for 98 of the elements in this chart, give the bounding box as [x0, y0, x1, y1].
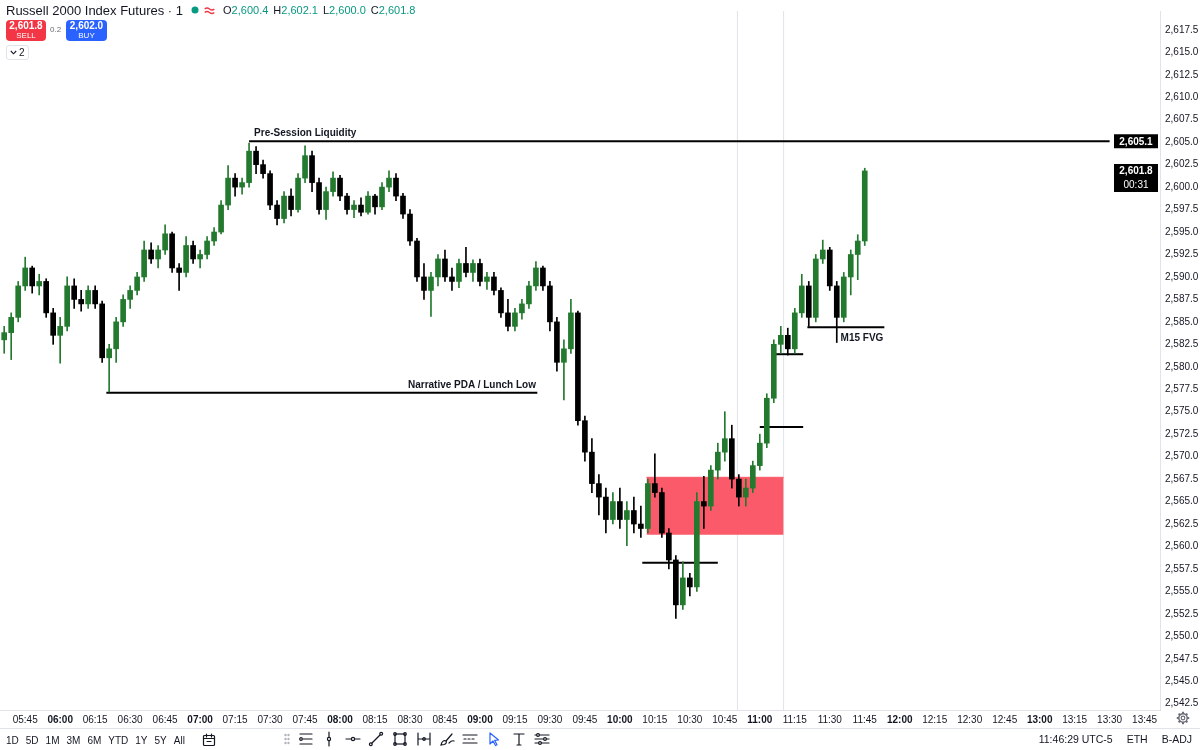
candlestick: [449, 267, 455, 291]
text: B-ADJ: [1161, 733, 1192, 745]
y-tick-label: 2,550.0: [1165, 630, 1199, 642]
x-tick-label: 10:15: [642, 713, 668, 725]
annotation: 00:31: [1123, 179, 1149, 191]
x-tick-label: 07:15: [222, 713, 249, 725]
x-tick-label: 06:15: [82, 713, 109, 725]
x-tick-label: 11:15: [782, 713, 808, 725]
candlestick: [484, 272, 490, 290]
x-tick-label: 09:15: [502, 713, 528, 725]
annotation: 0.2: [50, 25, 62, 34]
y-tick-label: 2,562.5: [1165, 517, 1199, 529]
x-tick-label: 06:30: [117, 713, 144, 725]
x-tick-label: 12:00: [886, 713, 913, 725]
y-tick-label: 2,577.5: [1165, 383, 1199, 394]
text: 1D: [6, 734, 19, 746]
x-tick-label: 06:00: [47, 713, 74, 725]
chart-title: Russell 2000 Index Futures · 1: [6, 2, 184, 18]
text: 11:46:29 UTC-5: [1038, 733, 1113, 745]
y-tick-label: 2,595.0: [1165, 225, 1199, 237]
x-tick-label: 13:45: [1132, 713, 1158, 725]
x-tick-label: 08:45: [432, 713, 458, 725]
x-tick-label: 09:00: [467, 713, 494, 725]
y-tick-label: 2,605.0: [1165, 135, 1199, 147]
x-tick-label: 06:45: [152, 713, 179, 725]
text: ETH: [1126, 733, 1148, 745]
text: 1M: [45, 734, 60, 746]
annotation: Pre-Session Liquidity: [254, 127, 357, 139]
y-tick-label: 2,565.0: [1165, 495, 1199, 507]
y-tick-label: 2,607.5: [1165, 113, 1199, 125]
text: 3M: [66, 734, 81, 746]
candlestick: [36, 273, 43, 296]
y-tick-label: 2,582.5: [1165, 338, 1199, 350]
annotation: 2,601.8: [8, 20, 44, 31]
chart-subtitle: O2,600.4 H2,602.1 L2,600.0 C2,601.8: [223, 4, 416, 16]
x-tick-label: 13:15: [1062, 713, 1088, 725]
text: 6M: [87, 734, 102, 746]
candlestick: [701, 476, 707, 529]
annotation: BUY: [77, 31, 96, 41]
x-tick-label: 11:30: [817, 713, 843, 725]
x-tick-label: 10:45: [712, 713, 738, 725]
y-tick-label: 2,557.5: [1165, 562, 1199, 574]
x-tick-label: 10:30: [677, 713, 703, 725]
y-tick-label: 2,597.5: [1165, 203, 1199, 215]
x-tick-label: 08:00: [327, 713, 354, 725]
y-tick-label: 2,612.5: [1165, 68, 1199, 80]
y-tick-label: 2,545.0: [1165, 675, 1199, 686]
x-tick-label: 11:00: [747, 713, 773, 725]
annotation: 2,605.1: [1119, 135, 1154, 147]
y-tick-label: 2,570.0: [1165, 450, 1199, 462]
y-tick-label: 2,547.5: [1165, 652, 1199, 664]
x-tick-label: 09:45: [572, 713, 598, 725]
y-tick-label: 2,555.0: [1165, 585, 1199, 597]
y-tick-label: 2,560.0: [1165, 540, 1199, 552]
x-tick-label: 12:45: [992, 713, 1018, 725]
y-tick-label: 2,600.0: [1165, 180, 1199, 192]
x-tick-label: 07:00: [187, 713, 214, 725]
y-tick-label: 2,602.5: [1165, 158, 1199, 170]
annotation: Narrative PDA / Lunch Low: [407, 378, 537, 390]
x-tick-label: 05:45: [12, 713, 39, 725]
y-tick-label: 2,610.0: [1165, 91, 1199, 102]
y-tick-label: 2,615.0: [1165, 46, 1199, 58]
annotation: M15 FVG: [840, 332, 884, 344]
x-tick-label: 10:00: [607, 713, 634, 725]
x-tick-label: 08:15: [362, 713, 388, 725]
text: YTD: [108, 734, 129, 746]
y-tick-label: 2,617.5: [1165, 23, 1199, 35]
candlestick: [624, 501, 630, 546]
annotation: 2,601.8: [1119, 165, 1154, 177]
text: All: [173, 734, 185, 746]
annotation: SELL: [15, 31, 37, 41]
candlestick: [351, 200, 357, 218]
y-tick-label: 2,590.0: [1165, 270, 1199, 282]
y-tick-label: 2,572.5: [1165, 427, 1199, 439]
text: 5Y: [154, 734, 167, 746]
y-tick-label: 2,585.0: [1165, 315, 1199, 327]
x-tick-label: 13:00: [1026, 713, 1053, 725]
y-tick-label: 2,592.5: [1165, 248, 1199, 260]
candlestick: [638, 505, 644, 538]
y-tick-label: 2,575.0: [1165, 405, 1199, 417]
x-tick-label: 12:30: [957, 713, 983, 725]
x-tick-label: 12:15: [922, 713, 948, 725]
x-tick-label: 11:45: [852, 713, 878, 725]
x-tick-label: 07:45: [292, 713, 318, 725]
y-tick-label: 2,580.0: [1165, 360, 1199, 372]
y-tick-label: 2,567.5: [1165, 472, 1199, 484]
annotation: 2,602.0: [68, 20, 105, 31]
x-tick-label: 08:30: [397, 713, 423, 725]
text: 1Y: [135, 734, 148, 746]
x-tick-label: 13:30: [1097, 713, 1123, 725]
x-tick-label: 09:30: [537, 713, 563, 725]
annotation: 2: [19, 47, 25, 58]
y-tick-label: 2,542.5: [1165, 697, 1199, 709]
y-tick-label: 2,552.5: [1165, 607, 1199, 619]
y-tick-label: 2,587.5: [1165, 293, 1199, 305]
candlestick: [176, 263, 182, 291]
text: 5D: [25, 734, 39, 746]
x-tick-label: 07:30: [257, 713, 284, 725]
